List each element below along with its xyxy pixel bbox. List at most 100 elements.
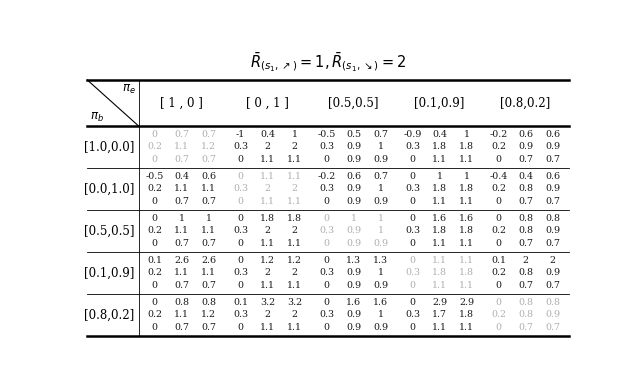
Text: 0.9: 0.9 xyxy=(373,155,388,164)
Text: 1.1: 1.1 xyxy=(201,184,216,194)
Text: -0.5: -0.5 xyxy=(145,172,164,181)
Text: 0: 0 xyxy=(237,323,243,332)
Text: 0: 0 xyxy=(410,298,415,307)
Text: 0.8: 0.8 xyxy=(201,298,216,307)
Text: 0: 0 xyxy=(495,281,502,290)
Text: 1.6: 1.6 xyxy=(373,298,388,307)
Text: 0.4: 0.4 xyxy=(174,172,189,181)
Text: 0.7: 0.7 xyxy=(174,281,189,290)
Text: 0.7: 0.7 xyxy=(201,197,216,206)
Text: 1.2: 1.2 xyxy=(287,256,302,265)
Text: 0: 0 xyxy=(152,323,157,332)
Text: 0.8: 0.8 xyxy=(545,214,560,223)
Text: 1: 1 xyxy=(378,227,383,235)
Text: 1.1: 1.1 xyxy=(432,239,447,248)
Text: 0.3: 0.3 xyxy=(405,142,420,151)
Text: 2: 2 xyxy=(292,310,298,319)
Text: 0.8: 0.8 xyxy=(518,184,533,194)
Text: 0: 0 xyxy=(495,323,502,332)
Text: 1.8: 1.8 xyxy=(459,268,474,277)
Text: 0: 0 xyxy=(237,197,243,206)
Text: 0: 0 xyxy=(410,197,415,206)
Text: 0: 0 xyxy=(152,197,157,206)
Text: 0.7: 0.7 xyxy=(174,323,189,332)
Text: 0: 0 xyxy=(152,130,157,139)
Text: 1.8: 1.8 xyxy=(459,310,474,319)
Text: 1.2: 1.2 xyxy=(201,310,216,319)
Text: 3.2: 3.2 xyxy=(260,298,275,307)
Text: -0.2: -0.2 xyxy=(317,172,335,181)
Text: 0.9: 0.9 xyxy=(346,155,361,164)
Text: 1.3: 1.3 xyxy=(346,256,361,265)
Text: 0.8: 0.8 xyxy=(545,298,560,307)
Text: 0.4: 0.4 xyxy=(432,130,447,139)
Text: 1.8: 1.8 xyxy=(287,214,302,223)
Text: 0.9: 0.9 xyxy=(545,268,560,277)
Text: 3.2: 3.2 xyxy=(287,298,302,307)
Text: 1.1: 1.1 xyxy=(459,256,474,265)
Text: 0.9: 0.9 xyxy=(346,268,361,277)
Text: 0.8: 0.8 xyxy=(518,214,533,223)
Text: 0.3: 0.3 xyxy=(405,310,420,319)
Text: [0.8,0.2]: [0.8,0.2] xyxy=(500,96,550,109)
Text: 0: 0 xyxy=(323,214,330,223)
Text: 0.9: 0.9 xyxy=(545,227,560,235)
Text: 0: 0 xyxy=(495,197,502,206)
Text: 2: 2 xyxy=(264,268,271,277)
Text: 2.6: 2.6 xyxy=(201,256,216,265)
Text: [0.5,0.5]: [0.5,0.5] xyxy=(328,96,379,109)
Text: 0.8: 0.8 xyxy=(518,310,533,319)
Text: 0: 0 xyxy=(237,155,243,164)
Text: 0.7: 0.7 xyxy=(174,197,189,206)
Text: 0: 0 xyxy=(237,256,243,265)
Text: 0: 0 xyxy=(237,239,243,248)
Text: 0.7: 0.7 xyxy=(518,323,533,332)
Text: 0: 0 xyxy=(410,256,415,265)
Text: -0.4: -0.4 xyxy=(490,172,508,181)
Text: 1.1: 1.1 xyxy=(260,323,275,332)
Text: 0.7: 0.7 xyxy=(373,130,388,139)
Text: 1.8: 1.8 xyxy=(432,184,447,194)
Text: 1: 1 xyxy=(205,214,212,223)
Text: 0.7: 0.7 xyxy=(174,239,189,248)
Text: 0.7: 0.7 xyxy=(201,155,216,164)
Text: [0.1,0.9]: [0.1,0.9] xyxy=(414,96,465,109)
Text: $\bar{R}_{(s_1,\nearrow)}=1, \bar{R}_{(s_1,\searrow)}=2$: $\bar{R}_{(s_1,\nearrow)}=1, \bar{R}_{(s… xyxy=(250,51,406,74)
Text: 0: 0 xyxy=(410,239,415,248)
Text: 0: 0 xyxy=(323,298,330,307)
Text: 1: 1 xyxy=(378,214,383,223)
Text: 0.7: 0.7 xyxy=(201,239,216,248)
Text: 0.2: 0.2 xyxy=(491,310,506,319)
Text: 0.9: 0.9 xyxy=(373,197,388,206)
Text: 1: 1 xyxy=(378,184,383,194)
Text: 2.9: 2.9 xyxy=(459,298,474,307)
Text: 0.3: 0.3 xyxy=(233,184,248,194)
Text: 1.3: 1.3 xyxy=(373,256,388,265)
Text: 0: 0 xyxy=(495,214,502,223)
Text: 0.5: 0.5 xyxy=(346,130,361,139)
Text: 1: 1 xyxy=(378,142,383,151)
Text: -0.5: -0.5 xyxy=(317,130,335,139)
Text: 0: 0 xyxy=(323,323,330,332)
Text: 0: 0 xyxy=(323,281,330,290)
Text: 2: 2 xyxy=(292,227,298,235)
Text: 2: 2 xyxy=(264,310,271,319)
Text: 0.6: 0.6 xyxy=(201,172,216,181)
Text: 1.1: 1.1 xyxy=(432,256,447,265)
Text: [0.5,0.5]: [0.5,0.5] xyxy=(84,224,134,237)
Text: 1.8: 1.8 xyxy=(260,214,275,223)
Text: 0.1: 0.1 xyxy=(147,256,162,265)
Text: 0.3: 0.3 xyxy=(319,184,334,194)
Text: 1.1: 1.1 xyxy=(201,268,216,277)
Text: 1.1: 1.1 xyxy=(260,172,275,181)
Text: 0.9: 0.9 xyxy=(373,281,388,290)
Text: -1: -1 xyxy=(236,130,245,139)
Text: 0.9: 0.9 xyxy=(346,227,361,235)
Text: 1.8: 1.8 xyxy=(432,268,447,277)
Text: 0.9: 0.9 xyxy=(346,310,361,319)
Text: 0.3: 0.3 xyxy=(405,184,420,194)
Text: 1.1: 1.1 xyxy=(174,268,189,277)
Text: 0.9: 0.9 xyxy=(346,239,361,248)
Text: 0: 0 xyxy=(495,239,502,248)
Text: 1.8: 1.8 xyxy=(432,142,447,151)
